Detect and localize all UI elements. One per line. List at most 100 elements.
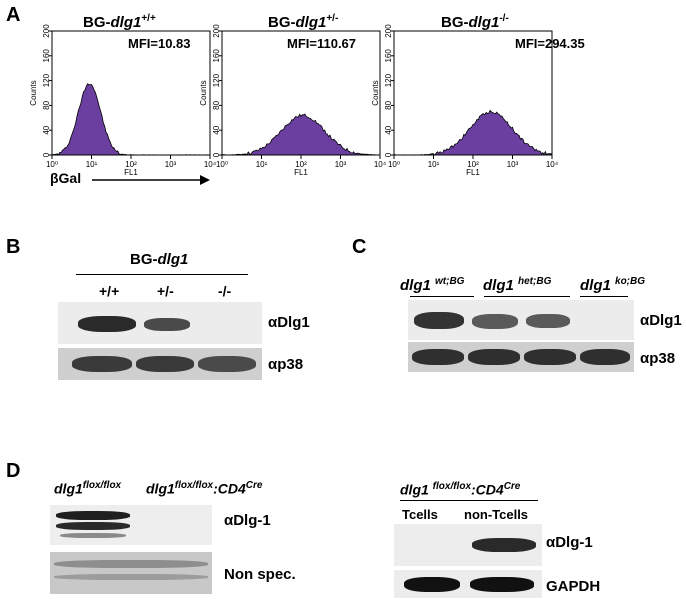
x-tick-label: 10⁴ [546, 160, 559, 169]
y-tick-label: 0 [384, 152, 393, 157]
x-tick-label: 10⁴ [374, 160, 387, 169]
panel-d-right-ab-gapdh: GAPDH [546, 578, 601, 595]
panel-b-lane-3: -/- [218, 283, 232, 299]
histogram-fill [393, 109, 553, 156]
panel-d-label: D [6, 460, 21, 482]
y-tick-label: 200 [212, 24, 221, 38]
x-tick-label: 10² [125, 160, 137, 169]
panel-d-right-ab-dlg1: αDlg-1 [546, 534, 593, 551]
panel-d-left-blot-dlg1 [50, 505, 212, 545]
y-tick-label: 120 [384, 73, 393, 87]
panel-c-ab-p38: αp38 [640, 350, 676, 367]
panel-b-blot-p38 [58, 348, 262, 380]
x-tick-label: 10⁴ [204, 160, 217, 169]
y-tick-label: 40 [42, 125, 51, 134]
band [412, 349, 464, 365]
panel-a-label: A [6, 4, 21, 26]
hist-1-title: BG-dlg1+/+ [83, 13, 156, 31]
y-tick-label: 120 [42, 73, 51, 87]
panel-c-group-3: dlg1 ko;BG [580, 276, 646, 294]
panel-b-ab-dlg1: αDlg1 [268, 314, 310, 331]
histogram-fill [221, 113, 380, 156]
x-tick-label: 10⁰ [388, 160, 400, 169]
band [56, 511, 130, 520]
x-tick-label: 10³ [335, 160, 347, 169]
x-tick-label: 10⁰ [216, 160, 228, 169]
band [468, 349, 520, 365]
panel-b-header-line [76, 274, 248, 275]
panel-c-group-1: dlg1 wt;BG [400, 276, 465, 294]
y-tick-label: 40 [384, 125, 393, 134]
panel-c-ab-dlg1: αDlg1 [640, 312, 682, 329]
y-tick-label: 160 [384, 49, 393, 63]
panel-d-right-header: dlg1 flox/flox:CD4Cre [400, 481, 521, 498]
panel-d-right-header-line [400, 500, 538, 501]
y-tick-label: 0 [212, 152, 221, 157]
panel-c-line-1 [410, 296, 474, 297]
hist-2-title: BG-dlg1+/- [268, 13, 339, 31]
y-tick-label: 160 [212, 49, 221, 63]
band [78, 316, 136, 332]
x-tick-label: 10³ [165, 160, 177, 169]
x-tick-label: 10² [467, 160, 479, 169]
band [470, 577, 534, 592]
panel-d-left-ab-dlg1: αDlg-1 [224, 512, 271, 529]
panel-a-histograms: 0 40 80 120 160 200 10⁰ 10¹ 10² 10³ 10⁴ Counts FL1 0 4… [29, 24, 559, 177]
band [472, 538, 536, 552]
y-tick-label: 80 [384, 100, 393, 109]
y-tick-label: 40 [212, 125, 221, 134]
y-tick-label: 120 [212, 73, 221, 87]
x-axis-label: FL1 [466, 168, 480, 177]
y-axis-label: Counts [29, 80, 38, 105]
panel-b-header: BG-dlg1 [130, 251, 189, 268]
panel-b-blot-dlg1 [58, 302, 262, 344]
x-tick-label: 10² [295, 160, 307, 169]
panel-c-line-2 [484, 296, 570, 297]
y-axis-label: Counts [371, 80, 380, 105]
x-tick-label: 10¹ [86, 160, 98, 169]
y-axis-label: Counts [199, 80, 208, 105]
band [404, 577, 460, 592]
band [580, 349, 630, 365]
panel-c-group-2: dlg1 het;BG [483, 276, 552, 294]
y-tick-label: 200 [42, 24, 51, 38]
hist-2-mfi: MFI=110.67 [287, 36, 357, 51]
band [198, 356, 256, 372]
panel-d-left-ab-nonspec: Non spec. [224, 566, 296, 583]
y-tick-label: 0 [42, 152, 51, 157]
x-axis-label: FL1 [124, 168, 138, 177]
panel-c-blot-dlg1 [408, 300, 634, 340]
panel-b-ab-p38: αp38 [268, 356, 304, 373]
hist-1-mfi: MFI=10.83 [128, 36, 191, 51]
panel-c-line-3 [580, 296, 628, 297]
panel-b-lane-2: +/- [157, 283, 174, 299]
band [72, 356, 132, 372]
hist-3-title: BG-dlg1-/- [441, 13, 509, 31]
x-tick-label: 10⁰ [46, 160, 58, 169]
panel-b-lane-1: +/+ [99, 283, 120, 299]
y-tick-label: 80 [212, 100, 221, 109]
y-tick-label: 80 [42, 100, 51, 109]
band [136, 356, 194, 372]
panel-d-right-blot-dlg1 [394, 524, 542, 566]
panel-b-label: B [6, 236, 21, 258]
y-tick-label: 200 [384, 24, 393, 38]
bgal-arrow [92, 175, 210, 185]
panel-d-left-col1: dlg1flox/flox [54, 480, 122, 497]
x-tick-label: 10³ [507, 160, 519, 169]
panel-d-right-lane-1: Tcells [402, 507, 438, 522]
band [54, 574, 208, 580]
y-tick-label: 160 [42, 49, 51, 63]
band [56, 522, 130, 530]
band [526, 314, 570, 328]
bgal-axis-label: βGal [50, 170, 82, 186]
band [60, 533, 126, 538]
histogram-fill [51, 83, 211, 156]
x-tick-label: 10¹ [256, 160, 268, 169]
band [54, 560, 208, 568]
band [524, 349, 576, 365]
x-axis-label: FL1 [294, 168, 308, 177]
panel-d-left-col2: dlg1flox/flox:CD4Cre [146, 480, 263, 497]
x-tick-label: 10¹ [428, 160, 440, 169]
panel-c-blot-p38 [408, 342, 634, 372]
